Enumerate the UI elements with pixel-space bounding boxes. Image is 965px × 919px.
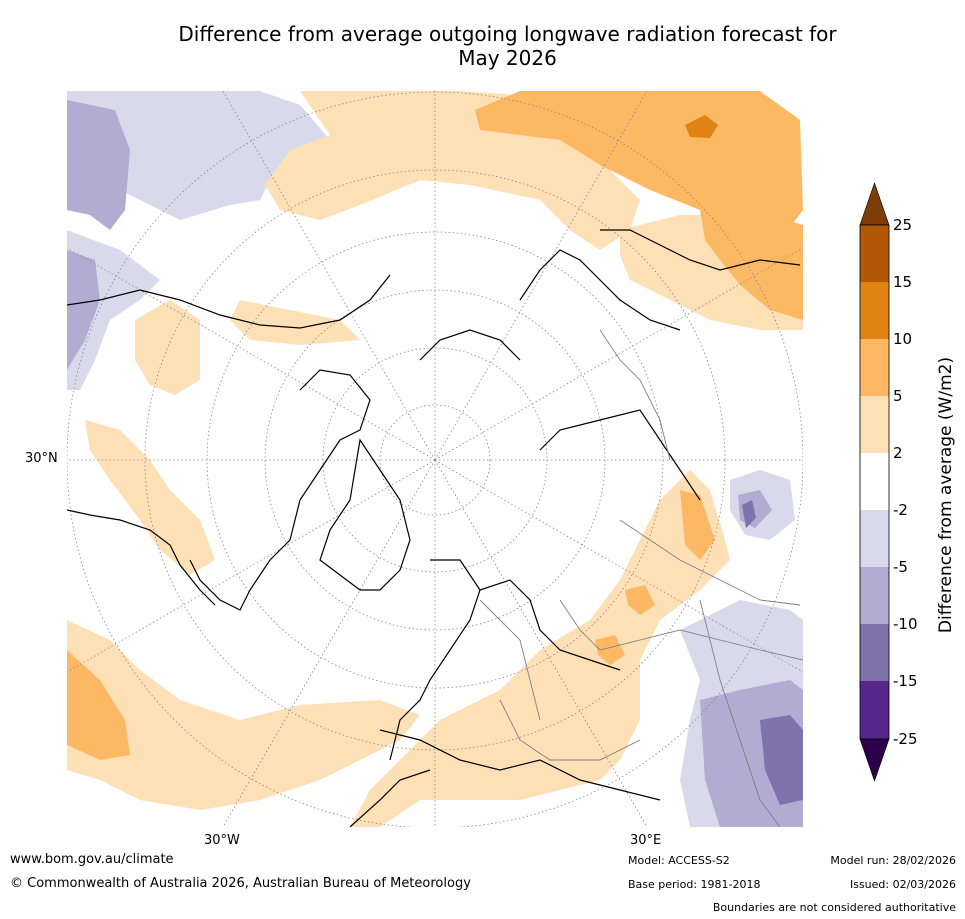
- anomaly-positive-central-asia: [625, 585, 655, 615]
- colorbar-band-m15-m10: [860, 624, 889, 681]
- colorbar-band-m5-m2: [860, 510, 889, 567]
- colorbar-band-5-10: [860, 339, 889, 396]
- footer-model: Model: ACCESS-S2: [628, 854, 730, 867]
- anomaly-fields: [67, 91, 803, 827]
- colorbar-tick: 2: [893, 444, 903, 462]
- colorbar-outline: [859, 224, 890, 740]
- anomaly-negative-pacific-strong: [67, 100, 130, 230]
- anomaly-positive-atlantic: [67, 620, 420, 810]
- title-line-2: May 2026: [458, 46, 557, 70]
- anomaly-positive-pacific: [67, 91, 330, 220]
- anomaly-positive-western-us: [85, 420, 215, 575]
- graticule: [67, 91, 803, 827]
- anomaly-positive-eurasia-orange: [680, 490, 715, 560]
- colorbar-band-15-25: [860, 225, 889, 282]
- colorbar-band-10-15: [860, 282, 889, 339]
- colorbar-tick: 15: [893, 273, 913, 291]
- lon-label-30w: 30°W: [204, 833, 240, 848]
- colorbar-tick: 10: [893, 330, 913, 348]
- anomaly-negative-eastpacific-strong: [67, 250, 100, 370]
- anomaly-positive-asia-peak: [685, 115, 718, 138]
- map-title: Difference from average outgoing longwav…: [100, 22, 915, 70]
- colorbar-band-m10-m5: [860, 567, 889, 624]
- anomaly-positive-middle-east: [595, 635, 625, 665]
- country-borders: [479, 329, 803, 827]
- colorbar-extend-top: [859, 182, 890, 226]
- colorbar-tick: -10: [893, 615, 918, 633]
- footer-disclaimer: Boundaries are not considered authoritat…: [712, 901, 956, 914]
- footer-copyright: © Commonwealth of Australia 2026, Austra…: [10, 876, 471, 891]
- anomaly-positive-atlantic-orange: [67, 650, 130, 760]
- anomaly-positive-asia-orange: [475, 91, 803, 240]
- footer-base-period: Base period: 1981-2018: [628, 878, 761, 891]
- coastlines: [67, 229, 801, 827]
- colorbar-tick: -5: [893, 558, 908, 576]
- footer-model-run: Model run: 28/02/2026: [830, 854, 956, 867]
- lat-label-30n: 30°N: [25, 451, 58, 466]
- colorbar-tick: 5: [893, 387, 903, 405]
- anomaly-negative-south-asia-peak: [760, 715, 803, 805]
- colorbar-band-neutral: [860, 453, 889, 510]
- title-line-1: Difference from average outgoing longwav…: [178, 22, 837, 46]
- map-frame: [67, 91, 803, 827]
- colorbar-band-m25-m15: [860, 681, 889, 739]
- anomaly-positive-east-asia-orange: [700, 210, 803, 320]
- lon-label-30e: 30°E: [630, 833, 662, 848]
- colorbar-tick: 25: [893, 216, 913, 234]
- colorbar-tick: -2: [893, 501, 908, 519]
- anomaly-positive-eurasia-south: [350, 470, 730, 827]
- colorbar-title: Difference from average (W/m2): [936, 356, 956, 634]
- colorbar-band-2-5: [860, 396, 889, 453]
- anomaly-positive-canada-coast: [230, 300, 360, 345]
- anomaly-positive-north-america: [135, 300, 200, 395]
- colorbar: [859, 182, 890, 782]
- footer-url[interactable]: www.bom.gov.au/climate: [10, 852, 174, 867]
- footer-issued: Issued: 02/03/2026: [849, 878, 956, 891]
- colorbar-tick: -15: [893, 672, 918, 690]
- colorbar-extend-bottom: [859, 738, 890, 782]
- anomaly-negative-northeast-asia-peak: [742, 500, 756, 528]
- colorbar-tick: -25: [893, 730, 918, 748]
